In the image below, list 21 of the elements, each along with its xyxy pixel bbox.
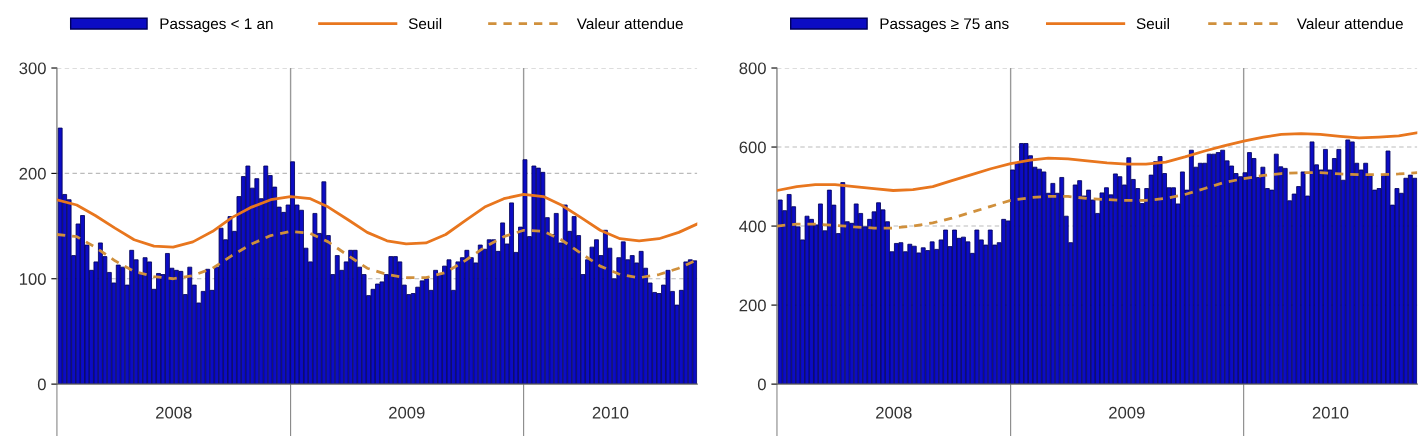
y-tick-label: 600 <box>739 141 766 154</box>
legend-label: Seuil <box>1136 17 1169 30</box>
y-tick-label: 800 <box>739 62 766 75</box>
legend-label: Valeur attendue <box>1296 17 1403 30</box>
legend-label: Valeur attendue <box>576 17 683 30</box>
x-tick-label: 2008 <box>876 406 912 419</box>
x-tick-label: 2009 <box>1109 406 1145 419</box>
x-tick-label: 2008 <box>156 406 192 419</box>
legend-label: Seuil <box>408 17 442 30</box>
x-tick-label: 2010 <box>1312 406 1349 419</box>
y-tick-label: 400 <box>739 220 766 233</box>
y-tick-label: 100 <box>19 273 46 285</box>
y-tick-label: 200 <box>739 299 766 312</box>
y-tick-label: 300 <box>19 62 46 75</box>
x-tick-label: 2009 <box>389 406 425 419</box>
y-tick-label: 0 <box>757 378 766 391</box>
y-tick-label: 0 <box>37 378 46 391</box>
x-tick-label: 2010 <box>592 406 629 419</box>
legend-label: Passages ≥ 75 ans <box>880 18 1009 33</box>
legend-label: Passages < 1 an <box>160 18 273 33</box>
y-tick-label: 200 <box>19 167 46 180</box>
